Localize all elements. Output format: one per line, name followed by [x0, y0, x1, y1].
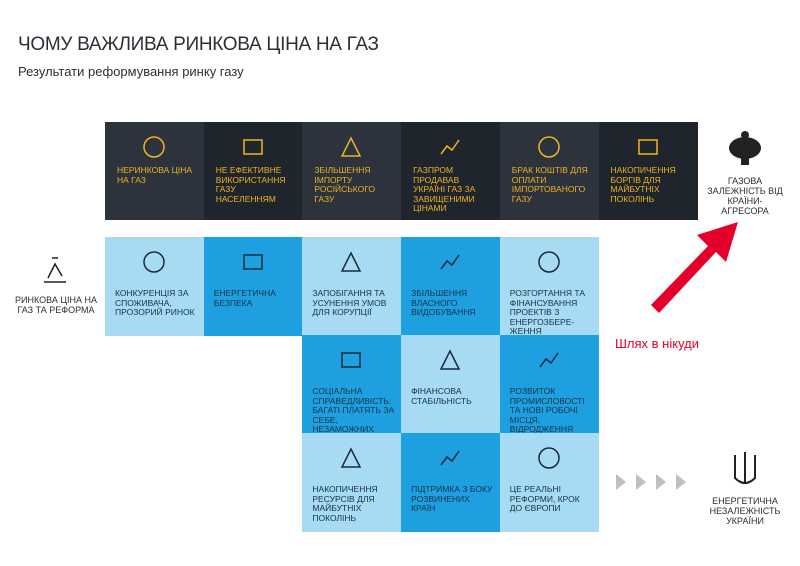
problem-text: ЗБІЛЬШЕННЯ ІМПОРТУ РОСІЙСЬКОГО ГАЗУ	[314, 165, 376, 204]
benefit-text: КОНКУРЕНЦІЯ ЗА СПОЖИВАЧА, ПРОЗОРИЙ РИНОК	[115, 288, 195, 317]
eagle-icon	[729, 131, 761, 165]
benefit-cell	[499, 237, 599, 336]
benefit-text: ЗАПОБІГАННЯ ТА УСУНЕННЯ УМОВ ДЛЯ КОРУПЦІ…	[312, 288, 387, 317]
problem-text: НЕ ЕФЕКТИВНЕ ВИКОРИСТАННЯ ГАЗУ НАСЕЛЕННЯ…	[215, 165, 286, 204]
benefit-cell	[401, 433, 501, 532]
icon	[341, 352, 362, 368]
dependence-label: ГАЗОВА ЗАЛЕЖНІСТЬ ВІД КРАЇНИ-АГРЕСОРА	[707, 176, 783, 216]
benefit-text: НАКОПИЧЕННЯ РЕСУРСІВ ДЛЯ МАЙБУТНІХ ПОКОЛ…	[312, 484, 378, 523]
icon	[440, 450, 460, 466]
icon	[538, 447, 560, 469]
benefit-text: ПІДТРИМКА З БОКУ РОЗВИНЕНИХ КРАЇН	[411, 484, 493, 513]
problem-text: НАКОПИЧЕННЯ БОРГІВ ДЛЯ МАЙБУТНІХ ПОКОЛІН…	[610, 165, 676, 204]
icon	[143, 136, 165, 158]
icon	[341, 447, 362, 468]
icon	[539, 352, 559, 368]
icon	[439, 349, 461, 370]
benefit-text: ЕНЕРГЕТИЧНА БЕЗПЕКА	[213, 288, 276, 308]
problem-text: БРАК КОШТІВ ДЛЯ ОПЛАТИ ІМПОРТОВАНОГО ГАЗ…	[511, 165, 588, 204]
benefit-cell	[105, 237, 205, 336]
benefit-text: ЗБІЛЬШЕННЯ ВЛАСНОГО ВИДОБУВАННЯ	[411, 288, 476, 317]
benefit-cell	[302, 335, 402, 434]
icon	[242, 254, 263, 270]
problem-cell	[499, 122, 599, 220]
chevrons	[616, 474, 686, 490]
trident-icon	[734, 452, 756, 484]
icon	[440, 254, 460, 270]
icon	[341, 136, 362, 157]
recycle-icon	[44, 257, 66, 283]
problem-cell	[105, 122, 205, 220]
icon	[538, 251, 560, 273]
benefit-cell	[499, 433, 599, 532]
icon	[341, 251, 362, 272]
icon	[538, 136, 560, 158]
problem-text: ГАЗПРОМ ПРОДАВАВ УКРАЇНІ ГАЗ ЗА ЗАВИЩЕНИ…	[413, 165, 476, 213]
red-arrow	[651, 222, 738, 313]
icon	[637, 139, 658, 155]
independence-label: ЕНЕРГЕТИЧНА НЕЗАЛЕЖНІСТЬ УКРАЇНИ	[709, 496, 781, 526]
benefit-cell	[401, 237, 501, 336]
problem-cell	[598, 122, 698, 220]
problem-cell	[401, 122, 501, 220]
icon	[143, 251, 165, 273]
title: ЧОМУ ВАЖЛИВА РИНКОВА ЦІНА НА ГАЗ	[18, 34, 379, 55]
benefit-text: ФІНАНСОВА СТАБІЛЬНІСТЬ	[411, 386, 472, 406]
problem-cell	[203, 122, 303, 220]
icon	[440, 139, 460, 155]
problem-text: НЕРИНКОВА ЦІНА НА ГАЗ	[117, 165, 193, 185]
benefit-cell	[499, 335, 599, 434]
benefit-text: ЦЕ РЕАЛЬНІ РЕФОРМИ, КРОК ДО ЄВРОПИ	[509, 484, 580, 513]
icon	[242, 139, 263, 155]
reform-label: РИНКОВА ЦІНА НА ГАЗ ТА РЕФОРМА	[15, 295, 97, 315]
benefit-cell	[203, 237, 303, 336]
subtitle: Результати реформування ринку газу	[18, 64, 244, 79]
dead-end-label: Шлях в нікуди	[615, 336, 699, 351]
benefit-text: РОЗГОРТАННЯ ТА ФІНАНСУВАННЯ ПРОЕКТІВ З Е…	[509, 288, 585, 336]
